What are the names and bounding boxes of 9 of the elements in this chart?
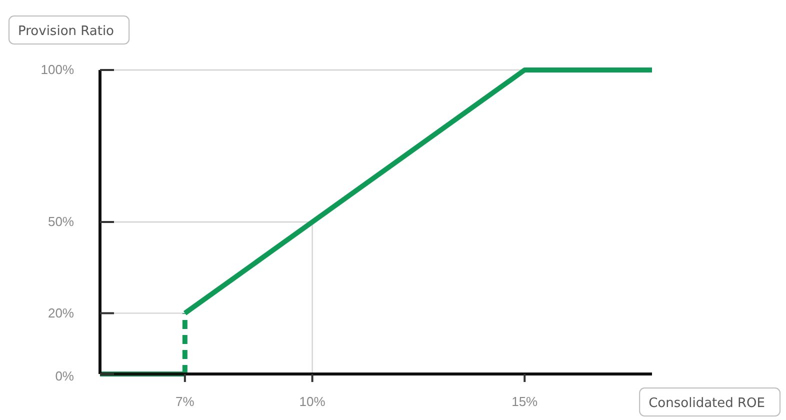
- x-axis-title: Consolidated ROE: [648, 396, 765, 411]
- y-tick-label: 100%: [40, 62, 74, 78]
- y-axis-title: Provision Ratio: [18, 24, 114, 39]
- x-tick-label: 10%: [299, 394, 326, 409]
- y-tick-label: 50%: [48, 214, 74, 230]
- x-tick-label: 15%: [512, 394, 538, 409]
- y-tick-label: 0%: [55, 368, 74, 384]
- x-tick-label: 7%: [176, 394, 195, 409]
- y-tick-label: 20%: [48, 305, 74, 320]
